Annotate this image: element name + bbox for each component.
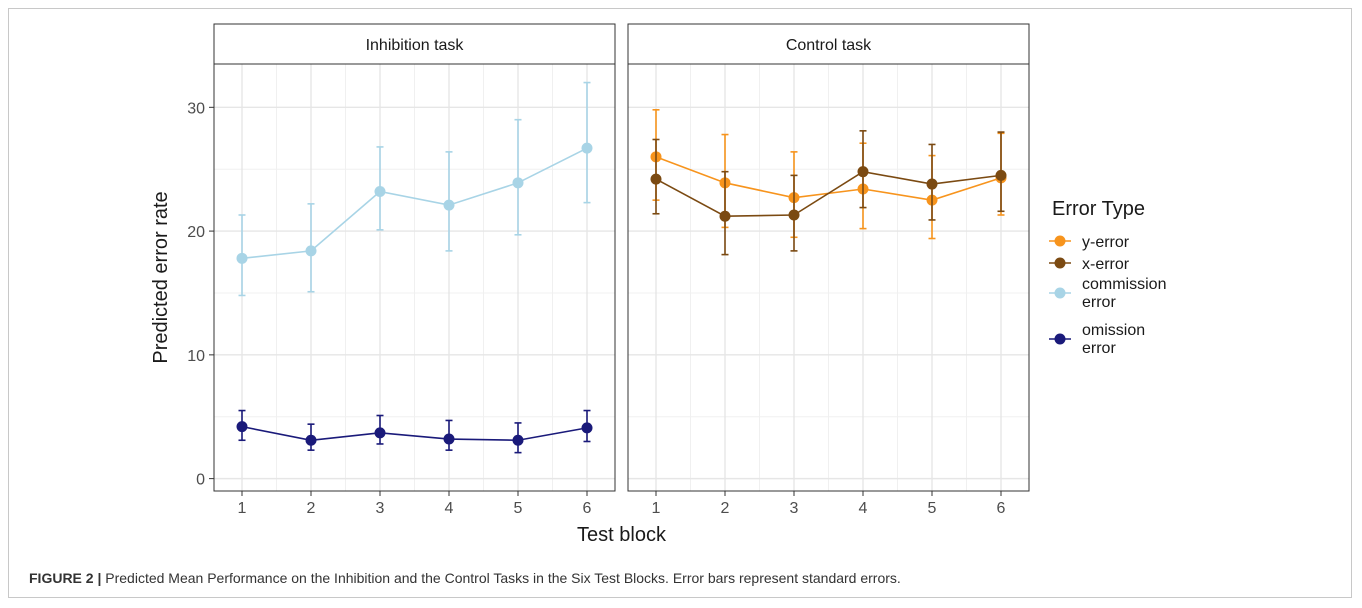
legend-key-point [1054,333,1066,345]
y-axis-title: Predicted error rate [150,191,172,363]
data-point [236,252,248,264]
series-line [655,170,1002,218]
data-point [374,427,386,439]
legend-label-line2: error [1082,340,1116,357]
panel-border [213,63,616,492]
series-omission-error [236,409,593,454]
series-commission-error [236,81,593,297]
x-tick-label: 3 [376,500,385,517]
data-point [581,142,593,154]
legend: Error Typey-errorx-errorcommissionerroro… [1049,198,1166,357]
legend-title: Error Type [1052,198,1145,220]
x-axis-title: Test block [577,524,667,546]
data-point [512,177,524,189]
legend-label: y-error [1082,234,1130,251]
legend-key-point [1054,235,1066,247]
series-x-error [650,130,1007,256]
legend-item-y-error: y-error [1049,234,1130,251]
x-tick-label: 6 [583,500,592,517]
panel-title: Inhibition task [366,37,465,54]
caption-text: Predicted Mean Performance on the Inhibi… [101,570,901,586]
legend-key-point [1054,287,1066,299]
series-line [241,147,588,260]
data-point [236,421,248,433]
x-tick-label: 4 [445,500,454,517]
figure-frame: Inhibition task 1 2 3 4 5 6 Control task 1 2 3 4 5 6 0… [8,8,1352,598]
x-tick-label: 4 [859,500,868,517]
data-point [305,245,317,257]
legend-label-line2: error [1082,294,1116,311]
data-point [650,173,662,185]
x-tick-label: 2 [721,500,730,517]
data-point [995,169,1007,181]
panel-strip [213,23,616,65]
x-tick-label: 1 [652,500,661,517]
panel-border [627,63,1030,492]
x-tick-label: 5 [514,500,523,517]
legend-item-x-error: x-error [1049,256,1130,273]
legend-label: x-error [1082,256,1130,273]
data-point [719,210,731,222]
x-tick-label: 1 [238,500,247,517]
series-line [241,425,588,442]
figure-label: FIGURE 2 | [29,570,102,586]
data-point [926,178,938,190]
y-tick-label: 0 [196,472,205,489]
legend-label-line1: omission [1082,322,1145,339]
data-point [443,199,455,211]
panel-control-task: Control task 1 2 3 4 5 6 [627,23,1030,517]
x-tick-label: 6 [997,500,1006,517]
data-point [374,185,386,197]
y-tick-label: 20 [187,224,205,241]
x-tick-label: 3 [790,500,799,517]
chart: Inhibition task 1 2 3 4 5 6 Control task 1 2 3 4 5 6 0… [150,23,1166,546]
data-point [305,434,317,446]
legend-key-point [1054,257,1066,269]
data-point [443,433,455,445]
panel-title: Control task [786,37,872,54]
y-tick-label: 10 [187,348,205,365]
data-point [512,434,524,446]
legend-label-line1: commission [1082,276,1166,293]
data-point [788,209,800,221]
x-tick-label: 2 [307,500,316,517]
panel-inhibition-task: Inhibition task 1 2 3 4 5 6 [213,23,616,517]
figure-caption: FIGURE 2 | Predicted Mean Performance on… [29,570,901,586]
data-point [581,422,593,434]
x-tick-label: 5 [928,500,937,517]
data-point [857,166,869,178]
y-tick-label: 30 [187,100,205,117]
